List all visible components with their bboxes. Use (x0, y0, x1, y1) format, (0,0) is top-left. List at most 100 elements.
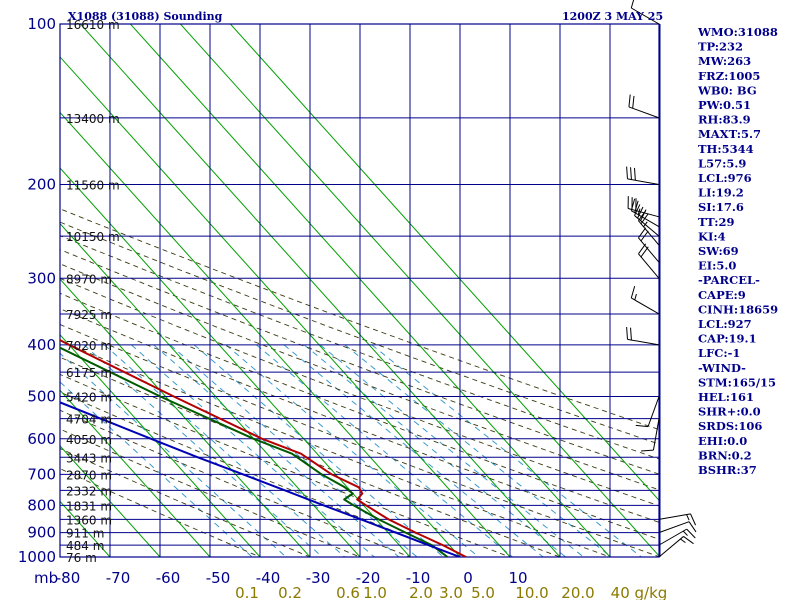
wind-barb (628, 94, 660, 119)
wind-barb (658, 521, 697, 534)
dry-adiabat-line (60, 277, 659, 507)
index-line: MW:263 (698, 54, 751, 68)
index-line: L57:5.9 (698, 156, 746, 170)
pressure-tick-label: 1000 (18, 548, 56, 566)
temperature-tick-label: -60 (156, 569, 181, 587)
index-line: CINH:18659 (698, 302, 778, 316)
index-line: SI:17.6 (698, 200, 744, 214)
dry-adiabat-line (60, 292, 659, 523)
sounding-traces (60, 339, 467, 557)
wind-barb (635, 396, 660, 428)
wind-barb (641, 418, 660, 452)
dry-adiabat-line (60, 308, 659, 540)
isotherm-line (179, 24, 659, 557)
grid-lines (59, 23, 661, 558)
index-line: EHI:0.0 (698, 434, 747, 448)
index-line: HEL:161 (698, 390, 754, 404)
index-line: CAPE:9 (698, 288, 746, 302)
isotherm-line (60, 111, 461, 557)
isotherm-line (60, 278, 311, 557)
wind-barb (638, 243, 660, 279)
mixing-ratio-label: 0.1 (235, 584, 259, 600)
temperature-tick-labels: -80 -70 -60 -50 -40 -30 -20 -10 0 10 (56, 569, 528, 587)
index-line: STM:165/15 (698, 375, 776, 389)
pressure-tick-label: 100 (27, 15, 56, 33)
parcel-trace (60, 401, 461, 557)
isotherm-line (129, 24, 611, 557)
plot-frame (59, 23, 660, 558)
height-label: 4050 m (66, 433, 112, 447)
isotherm-lines (0, 0, 659, 568)
temperature-tick-label: -10 (406, 569, 431, 587)
isotherm-line (60, 222, 361, 557)
index-line: LCL:927 (698, 317, 752, 331)
height-label: 2870 m (66, 468, 112, 482)
index-line: FRZ:1005 (698, 69, 760, 83)
pressure-tick-label: 800 (27, 496, 56, 514)
index-line: SHR+:0.0 (698, 405, 761, 419)
height-label: 11560 m (66, 178, 120, 192)
dry-adiabat-line (60, 221, 659, 445)
wind-barb (638, 227, 660, 263)
height-label: 3443 m (66, 451, 112, 465)
mixing-ratio-label: 3.0 (439, 584, 463, 600)
mixing-ratio-line (153, 344, 400, 557)
temperature-tick-label: 0 (463, 569, 473, 587)
height-label: 8970 m (66, 272, 112, 286)
isotherm-line (79, 24, 561, 557)
isotherm-line (60, 333, 261, 557)
index-line: LI:19.2 (698, 186, 744, 200)
index-line: MAXT:5.7 (698, 127, 761, 141)
height-label: 1831 m (66, 499, 112, 513)
pressure-unit-label: mb (34, 569, 58, 587)
temperature-tick-label: -40 (256, 569, 281, 587)
index-line: RH:83.9 (698, 113, 751, 127)
mixing-ratio-line (283, 344, 544, 557)
index-line: SW:69 (698, 244, 739, 258)
index-line: SRDS:106 (698, 419, 762, 433)
index-line: PW:0.51 (698, 98, 751, 112)
pressure-tick-label: 700 (27, 465, 56, 483)
index-line: -PARCEL- (698, 273, 760, 287)
height-label: 5420 m (66, 391, 112, 405)
wind-barbs (626, 0, 697, 558)
mixing-ratio-line (303, 344, 567, 557)
wind-barb (658, 513, 697, 526)
height-label: 4704 m (66, 413, 112, 427)
mixing-ratio-label: 0.6 (336, 584, 360, 600)
height-label: 10150 m (66, 230, 120, 244)
wind-barb (630, 0, 660, 25)
pressure-tick-label: 300 (27, 269, 56, 287)
mixing-ratio-label: 20.0 (561, 584, 594, 600)
height-label: 16610 m (66, 18, 120, 32)
temperature-tick-label: 10 (508, 569, 527, 587)
index-line: LCL:976 (698, 171, 752, 185)
mixing-ratio-line (225, 344, 479, 557)
pressure-tick-labels: 100 200 300 400 500 600 700 800 900 1000 (18, 15, 56, 566)
temperature-tick-label: -20 (356, 569, 381, 587)
isotherm-line (0, 0, 20, 568)
wind-barb (658, 536, 694, 558)
index-line: WB0: BG (697, 83, 757, 97)
index-line: LFC:-1 (698, 346, 740, 360)
pressure-tick-label: 400 (27, 336, 56, 354)
height-label: 1360 m (66, 513, 112, 527)
index-line: TT:29 (698, 215, 735, 229)
pressure-tick-label: 600 (27, 430, 56, 448)
temperature-tick-label: -30 (306, 569, 331, 587)
pressure-tick-label: 200 (27, 175, 56, 193)
dry-adiabat-line (60, 263, 659, 491)
dry-adiabat-line (60, 340, 612, 557)
height-label: 911 m (66, 527, 104, 541)
wind-barb (626, 166, 660, 185)
mixing-ratio-label: 1.0 (363, 584, 387, 600)
index-line: WMO:31088 (697, 25, 778, 39)
mixing-ratio-label: 10.0 (515, 584, 548, 600)
wind-barb (638, 210, 660, 246)
mixing-ratio-label: 2.0 (409, 584, 433, 600)
dry-adiabat-line (60, 428, 362, 557)
height-labels: 16610 m 13400 m 11560 m 10150 m 8970 m 7925 m… (66, 18, 120, 565)
height-label: 6175 m (66, 366, 112, 380)
temperature-tick-label: -80 (56, 569, 81, 587)
